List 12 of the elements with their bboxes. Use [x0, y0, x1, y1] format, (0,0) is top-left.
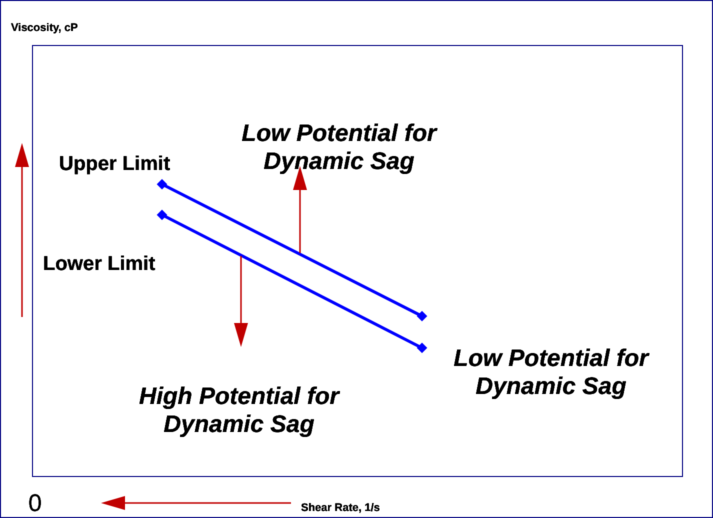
annotation: Low Potential for Dynamic Sag: [454, 345, 650, 400]
annotation: High Potential for Dynamic Sag: [139, 383, 341, 438]
text: Low Potential for Dynamic Sag: [242, 120, 438, 175]
point: [156, 210, 168, 220]
point: [156, 178, 168, 190]
point: [416, 342, 428, 354]
point: [416, 310, 428, 322]
text: 0: [28, 490, 42, 517]
series-label: Lower Limit: [43, 253, 156, 275]
x-axis-title: Shear Rate, 1/s: [301, 502, 380, 514]
series-label: Upper Limit: [59, 153, 170, 175]
text: Viscosity, cP: [11, 22, 78, 34]
